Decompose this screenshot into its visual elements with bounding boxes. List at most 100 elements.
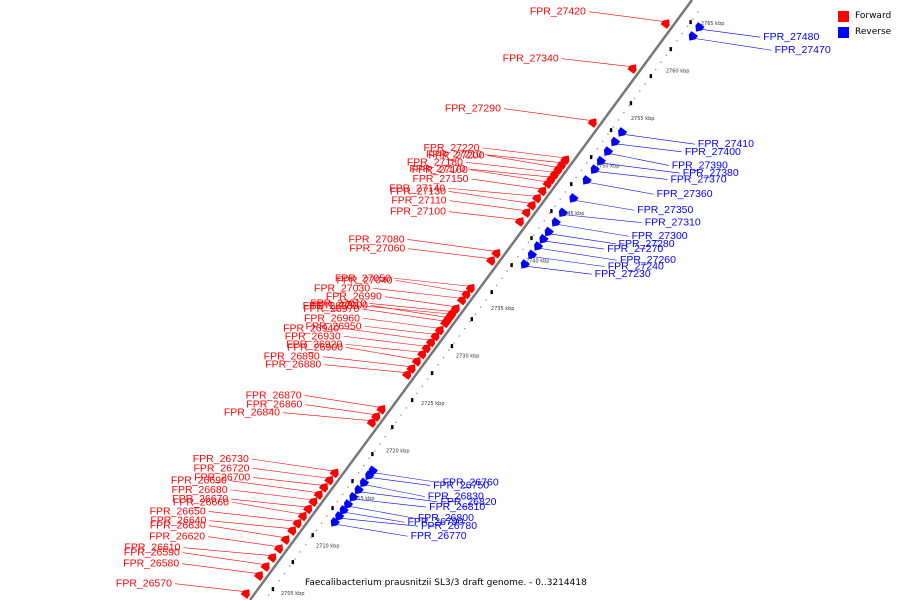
gene-label: FPR_27340: [503, 53, 559, 65]
gene-label: FPR_26650: [150, 505, 206, 517]
gene-label: FPR_27050: [335, 272, 391, 284]
gene-forward-fpr-26590: [260, 562, 270, 572]
gene-forward-fpr-27420: [660, 19, 670, 29]
gene-forward-fpr-26580: [253, 571, 264, 581]
leader-line: [282, 412, 371, 421]
leader-line: [556, 223, 629, 237]
gene-label: FPR_27310: [645, 217, 701, 229]
scale-label: 2735 kbp: [491, 306, 515, 312]
position-dot: [426, 378, 429, 380]
position-tick: [609, 128, 613, 133]
leader-line: [251, 458, 334, 472]
position-dot: [469, 320, 471, 323]
gene-label: FPR_27040: [336, 274, 392, 286]
leader-line: [448, 191, 531, 204]
position-dot: [654, 68, 657, 71]
leader-line: [348, 505, 415, 519]
leader-line: [448, 187, 537, 197]
position-dot: [310, 536, 312, 539]
scale-label: 2765 kbp: [701, 21, 725, 27]
position-dot: [533, 234, 535, 236]
leader-line: [601, 162, 680, 174]
position-dot: [357, 472, 360, 474]
gene-label: FPR_26670: [172, 493, 228, 505]
legend-label-forward: Forward: [855, 11, 892, 21]
position-tick: [271, 587, 275, 592]
gene-reverse-fpr-27280: [544, 226, 554, 237]
position-dot: [326, 515, 328, 517]
position-tick: [550, 209, 553, 214]
gene-label: FPR_26570: [116, 578, 172, 590]
position-dot: [464, 328, 466, 330]
position-dot: [543, 220, 546, 222]
gene-label: FPR_27180: [407, 156, 463, 168]
gene-reverse-fpr-26800: [344, 499, 354, 509]
gene-label: FPR_26770: [411, 530, 467, 542]
gene-label: FPR_27140: [389, 182, 445, 194]
gene-label: FPR_26820: [440, 496, 496, 508]
gene-label: FPR_27290: [445, 103, 501, 115]
legend-item-forward: Forward: [838, 8, 891, 24]
leader-line: [359, 491, 438, 503]
position-dot: [506, 270, 508, 272]
position-tick: [311, 533, 314, 538]
gene-labels: FPR_26570FPR_26580FPR_26590FPR_26610FPR_…: [116, 6, 831, 590]
gene-forward-fpr-26880: [402, 370, 412, 380]
gene-label: FPR_26970: [303, 303, 359, 315]
gene-label: FPR_26630: [150, 520, 206, 532]
leader-line: [208, 536, 279, 547]
position-dot: [448, 349, 450, 352]
position-dot: [479, 306, 482, 308]
position-dot: [676, 40, 678, 42]
gene-label: FPR_27240: [608, 261, 664, 273]
legend: Forward Reverse: [838, 8, 891, 40]
position-dot: [267, 594, 270, 596]
gene-label: FPR_26930: [285, 330, 341, 342]
scale-label: 2755 kbp: [631, 116, 655, 122]
position-dot: [575, 176, 577, 179]
position-dot: [548, 212, 551, 215]
gene-forward-fpr-27060: [486, 256, 496, 266]
legend-item-reverse: Reverse: [838, 24, 891, 40]
gene-reverse-fpr-26790: [339, 505, 349, 515]
gene-label: FPR_26780: [421, 520, 477, 532]
position-dot: [442, 356, 445, 359]
leader-line: [208, 525, 285, 538]
position-tick: [669, 47, 672, 52]
position-tick: [649, 74, 653, 79]
gene-label: FPR_26580: [123, 558, 179, 570]
position-tick: [351, 479, 354, 484]
leader-line: [373, 472, 440, 483]
leader-line: [561, 58, 632, 67]
position-dot: [623, 112, 625, 114]
gene-label: FPR_26790: [407, 516, 463, 528]
gene-label: FPR_27300: [632, 230, 688, 242]
legend-label-reverse: Reverse: [855, 27, 892, 37]
position-tick: [371, 452, 374, 457]
leader-line: [615, 143, 682, 153]
leader-line: [324, 364, 407, 373]
leader-line: [538, 247, 617, 261]
leader-line: [229, 480, 318, 493]
gene-label: FPR_27100: [390, 206, 446, 218]
position-dot: [628, 104, 630, 107]
leader-line: [448, 211, 520, 220]
position-dot: [289, 565, 291, 568]
leader-line: [544, 240, 605, 250]
position-tick: [689, 20, 692, 25]
gene-label: FPR_26730: [193, 453, 249, 465]
leader-line: [343, 335, 426, 347]
position-dot: [527, 241, 530, 244]
gene-label: FPR_27210: [426, 149, 482, 161]
leader-line: [395, 279, 466, 293]
position-tick: [530, 236, 533, 241]
gene-forward-fpr-26900: [411, 357, 421, 367]
leader-line: [471, 178, 542, 190]
leader-line: [503, 108, 592, 121]
leader-line: [595, 171, 668, 180]
position-dot: [421, 385, 424, 388]
position-dot: [607, 133, 609, 136]
leader-line: [182, 563, 259, 574]
leader-line: [470, 169, 547, 183]
